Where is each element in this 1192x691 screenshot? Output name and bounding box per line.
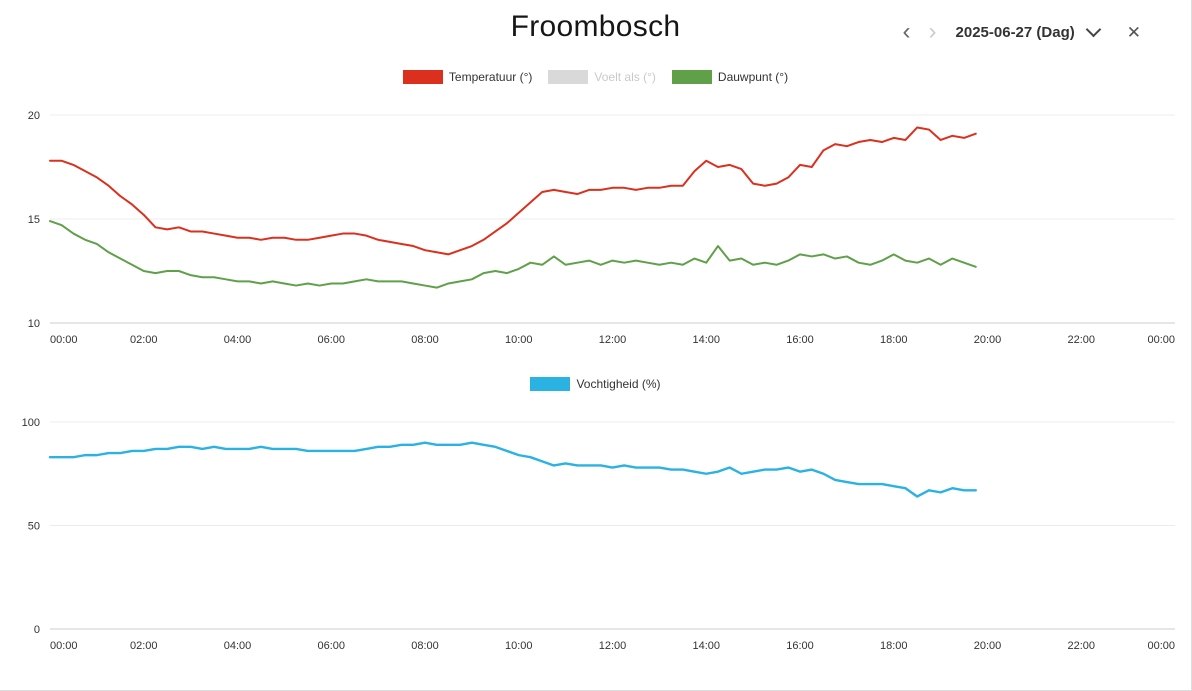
svg-text:50: 50 [28,521,40,533]
svg-text:14:00: 14:00 [692,640,720,652]
svg-text:08:00: 08:00 [411,640,439,652]
date-navigation: ‹ › 2025-06-27 (Dag) ✕ [894,20,1141,44]
svg-text:02:00: 02:00 [130,640,158,652]
legend-swatch-voelt-als [548,70,589,84]
legend-swatch-vochtigheid [530,377,571,391]
legend-item-temperatuur[interactable]: Temperatuur (°) [402,70,533,84]
next-day-button[interactable]: › [928,18,937,45]
svg-text:02:00: 02:00 [130,334,158,346]
date-label[interactable]: 2025-06-27 (Dag) [955,23,1075,41]
legend-item-voelt-als[interactable]: Voelt als (°) [548,70,656,84]
svg-text:20:00: 20:00 [974,334,1002,346]
temperature-chart[interactable]: 10 15 20 00:00 02:00 04:00 06:00 08:00 10:00 12:0… [0,100,1191,355]
svg-text:14:00: 14:00 [692,334,720,346]
svg-text:00:00: 00:00 [50,640,78,652]
legend-label-voelt-als: Voelt als (°) [594,70,656,84]
svg-text:06:00: 06:00 [317,640,345,652]
close-icon[interactable]: ✕ [1126,22,1141,42]
svg-text:18:00: 18:00 [880,640,908,652]
prev-day-button[interactable]: ‹ [902,18,911,45]
svg-text:12:00: 12:00 [599,640,627,652]
svg-text:10: 10 [28,318,40,330]
svg-text:08:00: 08:00 [411,334,439,346]
svg-text:00:00: 00:00 [1147,334,1175,346]
legend-swatch-temperatuur [402,70,443,84]
legend-item-dauwpunt[interactable]: Dauwpunt (°) [671,70,789,84]
svg-text:12:00: 12:00 [599,334,627,346]
svg-text:16:00: 16:00 [786,334,814,346]
legend-swatch-dauwpunt [671,70,712,84]
page-title: Froombosch [510,10,681,43]
svg-text:06:00: 06:00 [317,334,345,346]
svg-text:00:00: 00:00 [50,334,78,346]
svg-text:00:00: 00:00 [1147,640,1175,652]
svg-text:20:00: 20:00 [974,640,1002,652]
svg-text:04:00: 04:00 [224,640,252,652]
legend-item-vochtigheid[interactable]: Vochtigheid (%) [530,377,661,391]
svg-text:10:00: 10:00 [505,334,533,346]
svg-text:22:00: 22:00 [1067,334,1095,346]
humidity-chart[interactable]: 0 50 100 00:00 02:00 04:00 06:00 08:00 10:00 12:0… [0,408,1191,658]
svg-text:0: 0 [34,624,40,636]
temperature-chart-legend: Temperatuur (°) Voelt als (°) Dauwpunt (… [0,70,1191,84]
svg-text:100: 100 [22,417,40,429]
legend-label-dauwpunt: Dauwpunt (°) [717,70,789,84]
svg-text:15: 15 [28,214,40,226]
humidity-chart-legend: Vochtigheid (%) [0,377,1191,391]
svg-text:18:00: 18:00 [880,334,908,346]
svg-text:10:00: 10:00 [505,640,533,652]
svg-text:04:00: 04:00 [224,334,252,346]
legend-label-temperatuur: Temperatuur (°) [448,70,533,84]
legend-label-vochtigheid: Vochtigheid (%) [576,377,661,391]
svg-text:16:00: 16:00 [786,640,814,652]
chevron-down-icon[interactable] [1085,21,1102,38]
svg-text:22:00: 22:00 [1067,640,1095,652]
svg-text:20: 20 [28,110,40,122]
